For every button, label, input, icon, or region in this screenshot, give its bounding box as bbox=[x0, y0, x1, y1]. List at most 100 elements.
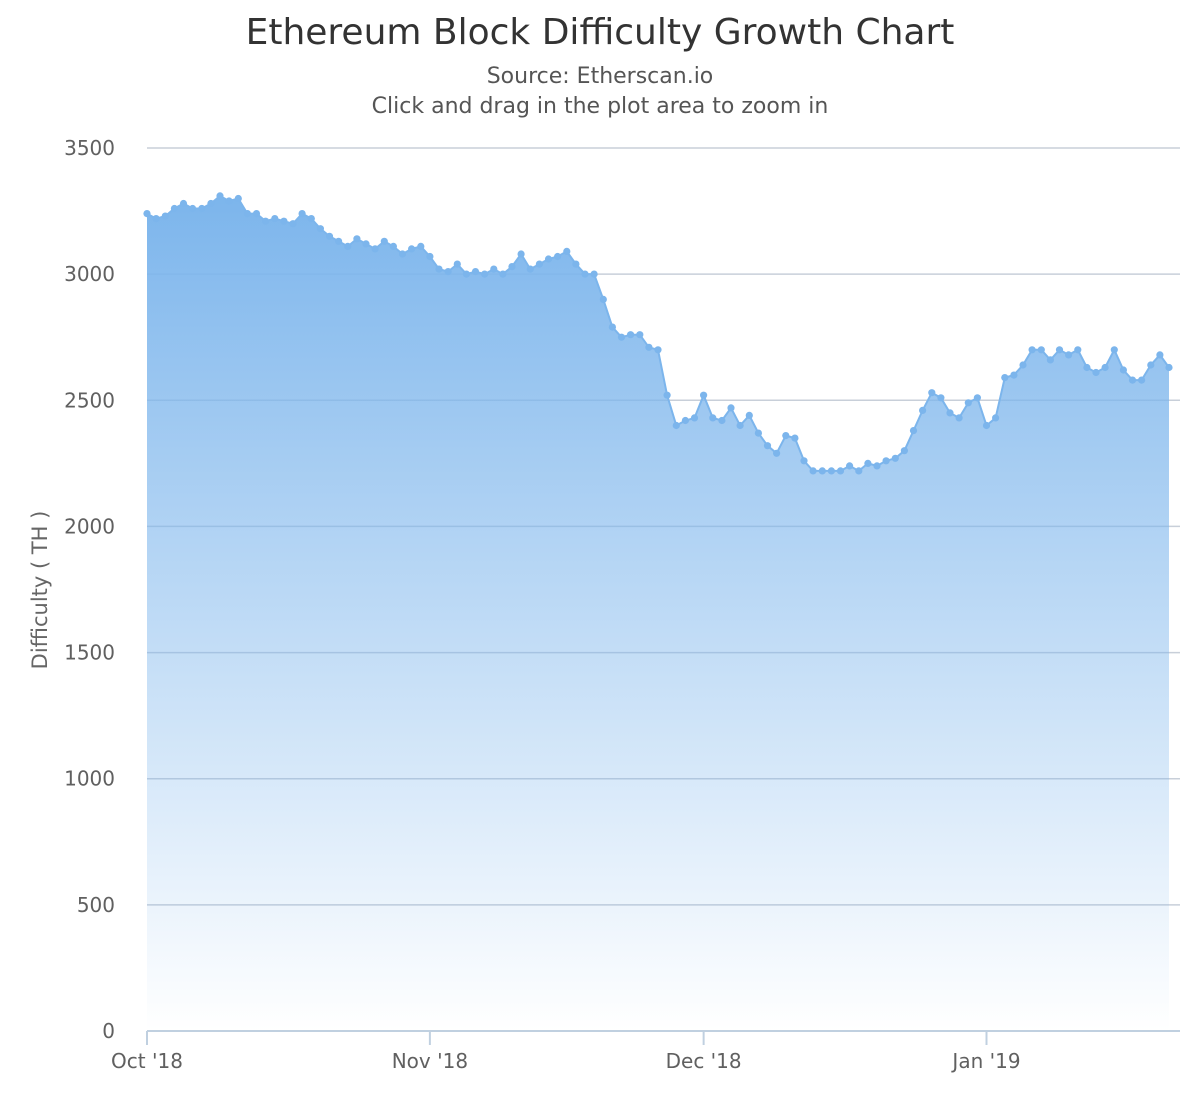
data-point[interactable] bbox=[736, 421, 744, 430]
data-point[interactable] bbox=[709, 414, 717, 422]
data-point[interactable] bbox=[462, 270, 470, 278]
data-point[interactable] bbox=[554, 252, 562, 261]
data-point[interactable] bbox=[581, 270, 589, 278]
data-point[interactable] bbox=[782, 432, 790, 440]
data-point[interactable] bbox=[946, 409, 954, 417]
data-point[interactable] bbox=[371, 245, 379, 253]
data-point[interactable] bbox=[481, 270, 489, 278]
data-point[interactable] bbox=[690, 414, 699, 422]
data-point[interactable] bbox=[471, 268, 480, 276]
data-point[interactable] bbox=[627, 331, 635, 339]
data-point[interactable] bbox=[955, 414, 963, 422]
data-point[interactable] bbox=[1037, 346, 1045, 354]
data-point[interactable] bbox=[973, 394, 982, 402]
data-point[interactable] bbox=[417, 242, 425, 250]
data-point[interactable] bbox=[252, 210, 261, 218]
data-point[interactable] bbox=[353, 235, 361, 243]
data-point[interactable] bbox=[234, 194, 242, 203]
data-point[interactable] bbox=[444, 268, 452, 276]
data-point[interactable] bbox=[800, 457, 808, 465]
data-point[interactable] bbox=[1028, 346, 1036, 354]
data-point[interactable] bbox=[143, 210, 151, 218]
data-point[interactable] bbox=[1010, 371, 1018, 379]
data-point[interactable] bbox=[855, 467, 863, 475]
data-point[interactable] bbox=[198, 204, 206, 213]
data-point[interactable] bbox=[316, 225, 324, 233]
data-point[interactable] bbox=[1147, 361, 1155, 369]
data-point[interactable] bbox=[763, 442, 772, 450]
data-point[interactable] bbox=[453, 260, 461, 268]
data-point[interactable] bbox=[517, 250, 525, 258]
data-point[interactable] bbox=[526, 265, 534, 273]
data-point[interactable] bbox=[563, 247, 571, 255]
data-point[interactable] bbox=[225, 197, 233, 205]
data-point[interactable] bbox=[1065, 351, 1073, 359]
data-point[interactable] bbox=[672, 421, 680, 430]
data-point[interactable] bbox=[161, 212, 169, 220]
data-point[interactable] bbox=[836, 467, 845, 475]
data-point[interactable] bbox=[645, 343, 653, 351]
data-point[interactable] bbox=[298, 210, 306, 218]
data-point[interactable] bbox=[809, 467, 817, 475]
data-point[interactable] bbox=[754, 429, 763, 437]
data-point[interactable] bbox=[964, 399, 972, 407]
data-point[interactable] bbox=[243, 210, 251, 218]
data-point[interactable] bbox=[207, 199, 215, 208]
data-point[interactable] bbox=[818, 467, 826, 475]
data-point[interactable] bbox=[499, 270, 507, 278]
data-point[interactable] bbox=[1138, 376, 1146, 384]
data-point[interactable] bbox=[937, 394, 945, 402]
data-point[interactable] bbox=[179, 199, 188, 208]
data-point[interactable] bbox=[307, 215, 315, 223]
series-points[interactable] bbox=[143, 192, 1173, 475]
data-point[interactable] bbox=[280, 217, 288, 225]
data-point[interactable] bbox=[846, 462, 854, 470]
data-point[interactable] bbox=[544, 255, 553, 263]
data-point[interactable] bbox=[1001, 374, 1009, 382]
data-point[interactable] bbox=[827, 467, 836, 475]
data-point[interactable] bbox=[864, 459, 872, 467]
data-point[interactable] bbox=[636, 331, 644, 339]
data-point[interactable] bbox=[408, 245, 416, 253]
data-point[interactable] bbox=[1055, 346, 1064, 354]
data-point[interactable] bbox=[773, 449, 781, 457]
data-point[interactable] bbox=[362, 240, 370, 248]
data-point[interactable] bbox=[1046, 356, 1054, 364]
data-point[interactable] bbox=[791, 434, 799, 442]
data-point[interactable] bbox=[681, 416, 690, 425]
data-point[interactable] bbox=[170, 204, 178, 213]
data-point[interactable] bbox=[398, 250, 407, 258]
data-point[interactable] bbox=[992, 414, 1000, 422]
data-point[interactable] bbox=[535, 260, 544, 268]
data-point[interactable] bbox=[873, 462, 881, 470]
data-point[interactable] bbox=[1083, 363, 1091, 372]
data-point[interactable] bbox=[982, 421, 991, 430]
data-point[interactable] bbox=[909, 427, 918, 435]
data-point[interactable] bbox=[572, 260, 580, 268]
data-point[interactable] bbox=[599, 295, 607, 303]
data-point[interactable] bbox=[1110, 346, 1118, 354]
data-point[interactable] bbox=[617, 333, 626, 341]
data-point[interactable] bbox=[289, 220, 297, 228]
data-point[interactable] bbox=[900, 447, 909, 455]
data-point[interactable] bbox=[663, 391, 671, 399]
data-point[interactable] bbox=[1101, 363, 1109, 372]
data-point[interactable] bbox=[1128, 376, 1137, 384]
data-point[interactable] bbox=[1119, 366, 1127, 374]
data-point[interactable] bbox=[718, 416, 726, 425]
data-point[interactable] bbox=[919, 406, 927, 414]
data-point[interactable] bbox=[928, 389, 936, 397]
data-point[interactable] bbox=[1019, 361, 1027, 369]
data-point[interactable] bbox=[1092, 368, 1100, 377]
data-point[interactable] bbox=[335, 237, 343, 245]
data-point[interactable] bbox=[380, 237, 388, 245]
data-point[interactable] bbox=[490, 265, 498, 273]
data-point[interactable] bbox=[608, 323, 617, 331]
data-point[interactable] bbox=[1165, 363, 1173, 372]
data-point[interactable] bbox=[891, 454, 899, 462]
data-point[interactable] bbox=[745, 411, 753, 419]
data-point[interactable] bbox=[216, 192, 224, 200]
data-point[interactable] bbox=[700, 391, 708, 399]
